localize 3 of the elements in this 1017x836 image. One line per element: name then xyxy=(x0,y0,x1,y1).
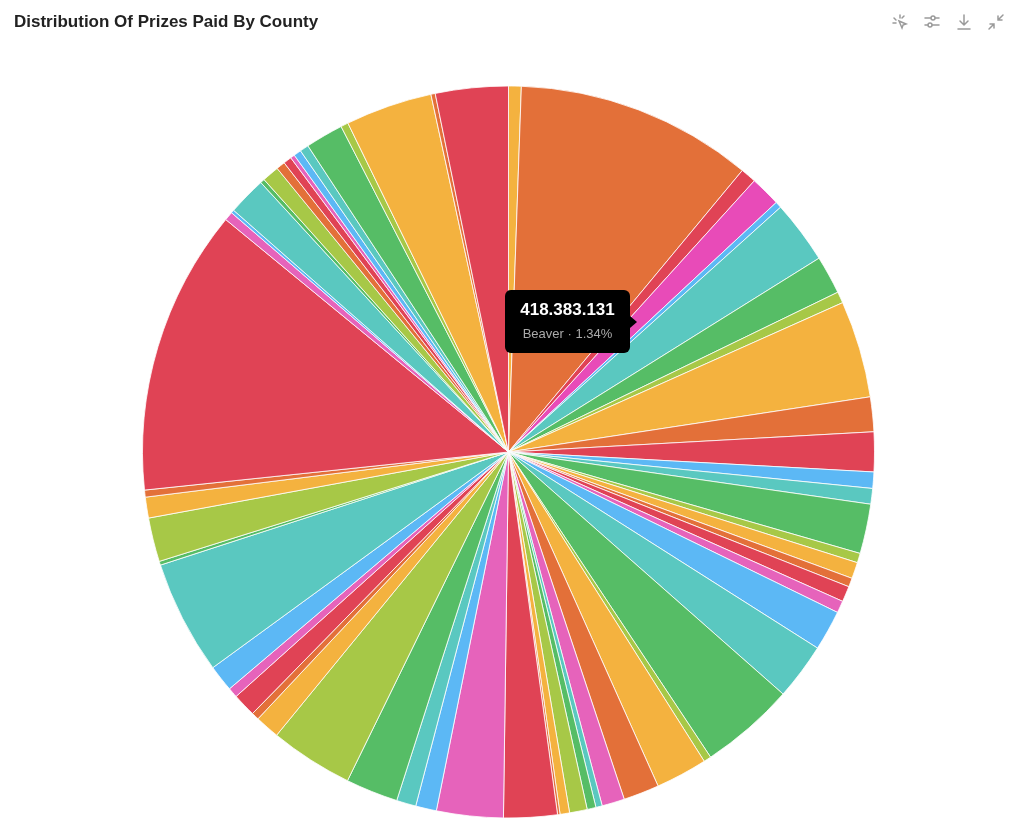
text: Beaver · 1.34% xyxy=(521,326,614,341)
chart-title: Distribution Of Prizes Paid By County xyxy=(14,12,319,32)
text: 418.383.131 xyxy=(519,300,616,320)
